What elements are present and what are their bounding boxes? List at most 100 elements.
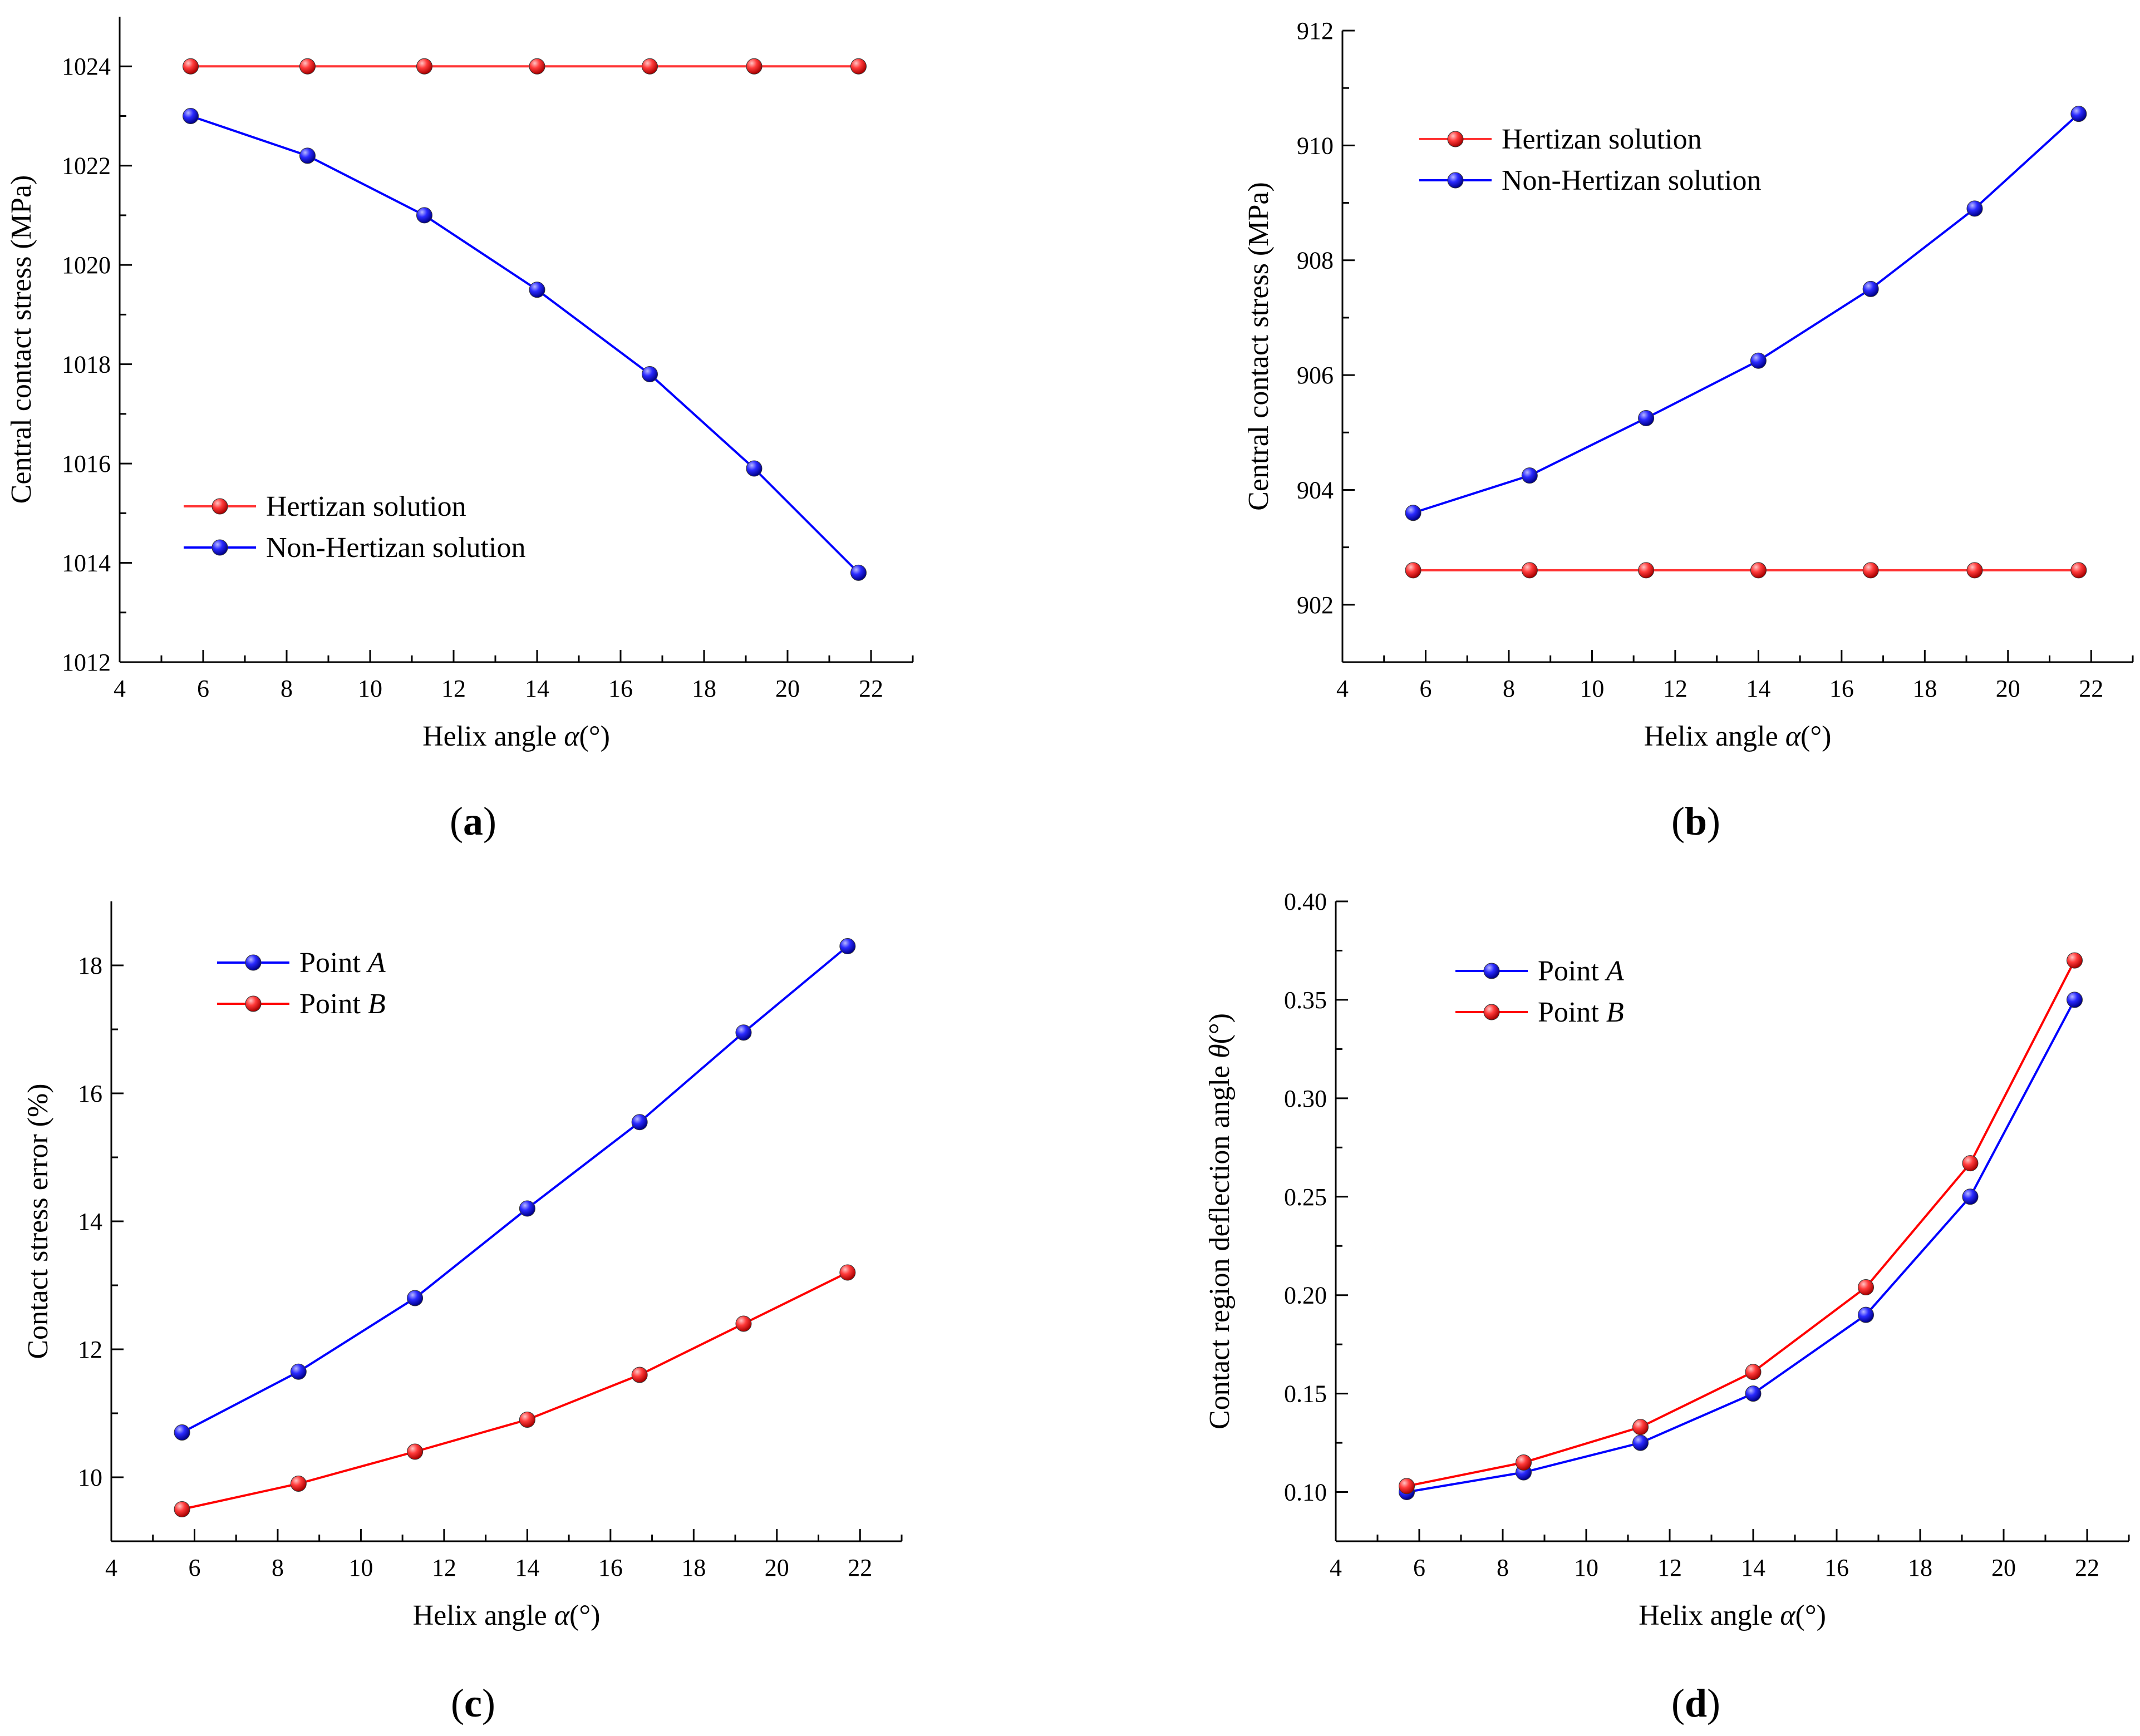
panel-d-series-2-point (1745, 1364, 1762, 1380)
panel-a-legend-label-2: Non-Hertizan solution (266, 532, 525, 564)
panel-c-x-tick-label: 20 (765, 1554, 789, 1581)
panel-d-x-tick-label: 22 (2075, 1554, 2099, 1581)
panel-a-y-tick-label: 1014 (62, 550, 111, 577)
panel-b-x-tick-label: 16 (1829, 675, 1854, 702)
panel-a-x-tick-label: 4 (114, 675, 126, 702)
panel-d-series-2-point (1962, 1155, 1979, 1172)
panel-a-x-tick-label: 20 (775, 675, 800, 702)
panel-a-series-2-point (183, 107, 199, 124)
panel-c-series-1-point (519, 1200, 535, 1217)
panel-a-series-1-point (416, 58, 432, 75)
panel-d-x-tick-label: 6 (1413, 1554, 1425, 1581)
panel-b-x-tick-label: 4 (1336, 675, 1349, 702)
panel-c-x-tick-label: 8 (272, 1554, 284, 1581)
panel-b-series-1-point (1638, 562, 1655, 579)
panel-c-series-2-point (407, 1443, 424, 1460)
panel-b-y-tick-label: 902 (1297, 591, 1334, 619)
panel-c-series-1-point (174, 1424, 190, 1441)
panel-b-y-tick-label: 908 (1297, 247, 1334, 274)
panel-a-series-1-point (299, 58, 316, 75)
panel-c-y-tick-label: 10 (78, 1464, 102, 1491)
panel-d-legend-marker-1 (1483, 963, 1500, 979)
panel-c-legend-marker-2 (245, 995, 262, 1012)
panel-d-series-2-point (2067, 952, 2083, 969)
panel-b-x-axis-title: Helix angle α(°) (1644, 721, 1832, 752)
panel-b-label: (b) (1671, 799, 1720, 844)
panel-c-y-tick-label: 12 (78, 1336, 102, 1363)
panel-a-series-2-point (299, 147, 316, 164)
panel-c-plot: 4 6 8 10 12 14 16 18 20 22 10 12 14 16 18 Helix angle α… (22, 901, 903, 1631)
panel-c-x-tick-label: 22 (848, 1554, 872, 1581)
panel-d-y-tick-label: 0.15 (1284, 1380, 1327, 1408)
panel-b-series-1-point (1405, 562, 1421, 579)
panel-b-series-2-point (1966, 200, 1983, 217)
panel-c-x-axis-title: Helix angle α(°) (413, 1600, 601, 1631)
panel-d-series-1-point (1632, 1434, 1649, 1451)
panel-c-x-tick-label: 14 (515, 1554, 539, 1581)
panel-c-y-tick-label: 14 (78, 1208, 102, 1235)
panel-d-series-2-point (1399, 1478, 1415, 1495)
panel-d-series-2-point (1632, 1419, 1649, 1436)
panel-c-series-1-point (290, 1363, 307, 1380)
panel-b-x-tick-label: 8 (1503, 675, 1515, 702)
panel-a-y-tick-label: 1024 (62, 53, 111, 80)
panel-b-series-1-point (1862, 562, 1879, 579)
panel-a-x-tick-label: 14 (525, 675, 549, 702)
panel-c-series-2-line (181, 1271, 848, 1511)
panel-b-series-2-point (1405, 505, 1421, 521)
panel-d-y-axis-title: Contact region deflection angle θ(°) (1204, 1013, 1236, 1429)
panel-c-x-tick-label: 16 (598, 1554, 623, 1581)
panel-c-x-tick-label: 12 (432, 1554, 456, 1581)
panel-d-series-2-point (1516, 1454, 1532, 1471)
panel-b-x-tick-label: 18 (1912, 675, 1937, 702)
panel-c-legend-marker-1 (245, 954, 262, 971)
panel-c-x-tick-label: 4 (105, 1554, 117, 1581)
panel-d-x-tick-label: 20 (1991, 1554, 2016, 1581)
panel-b-series-1-point (1521, 562, 1538, 579)
panel-c-series-2-point (519, 1412, 535, 1428)
panel-a-y-axis-title: Central contact stress (MPa) (6, 175, 37, 504)
panel-b-series-2-point (1638, 410, 1655, 426)
panel-c-x-tick-label: 6 (188, 1554, 200, 1581)
panel-b-series-2-point (2070, 106, 2087, 122)
panel-a-x-tick-label: 22 (859, 675, 883, 702)
panel-a-y-tick-label: 1018 (62, 351, 111, 378)
panel-b-x-tick-label: 6 (1419, 675, 1431, 702)
panel-d-x-tick-label: 16 (1824, 1554, 1849, 1581)
panel-a-series-1-point (746, 58, 762, 75)
panel-d-x-tick-label: 4 (1330, 1554, 1342, 1581)
panel-a-x-tick-label: 16 (608, 675, 633, 702)
panel-c-series-2-point (839, 1264, 856, 1281)
panel-a-legend-marker-1 (211, 498, 228, 515)
panel-c-y-axis-title: Contact stress error (%) (22, 1083, 54, 1359)
panel-b-x-tick-label: 22 (2079, 675, 2103, 702)
panel-b-plot: 4 6 8 10 12 14 16 18 20 22 902 904 906 908 910 912 Helix… (1243, 17, 2134, 752)
panel-a-y-tick-label: 1016 (62, 450, 111, 477)
panel-d-legend-marker-2 (1483, 1004, 1500, 1020)
panel-b-series-2-point (1862, 280, 1879, 297)
panel-c-series-1-line (181, 945, 849, 1434)
panel-c-label: (c) (451, 1681, 495, 1725)
panel-b-y-tick-label: 910 (1297, 132, 1334, 159)
panel-a-label: (a) (450, 799, 496, 844)
panel-a-legend-label-1: Hertizan solution (266, 491, 466, 522)
panel-b-series-1-point (1966, 562, 1983, 579)
panel-d-x-tick-label: 18 (1908, 1554, 1932, 1581)
panel-c-series-1-point (839, 938, 856, 954)
panel-a-series-1-point (850, 58, 867, 75)
panel-a-y-tick-label: 1012 (62, 649, 111, 676)
panel-c-series-2-point (174, 1501, 190, 1517)
panel-a-x-tick-label: 10 (358, 675, 382, 702)
panel-c-series-1-point (631, 1114, 648, 1131)
panel-a-series-2-point (642, 366, 658, 382)
panel-b-legend-label-1: Hertizan solution (1502, 124, 1702, 155)
panel-a-x-axis-title: Helix angle α(°) (422, 721, 610, 752)
panel-d-series-1-point (2067, 992, 2083, 1008)
panel-a-plot: 4 6 8 10 12 14 16 18 20 2210121014101610181020102… (6, 17, 914, 752)
panel-c-x-tick-label: 18 (681, 1554, 706, 1581)
panel-b-series-1-point (2070, 562, 2087, 579)
panel-d-y-tick-label: 0.10 (1284, 1479, 1327, 1506)
panel-d-y-tick-label: 0.25 (1284, 1183, 1327, 1211)
panel-b-x-tick-label: 10 (1580, 675, 1604, 702)
panel-b-legend-label-2: Non-Hertizan solution (1502, 165, 1761, 196)
